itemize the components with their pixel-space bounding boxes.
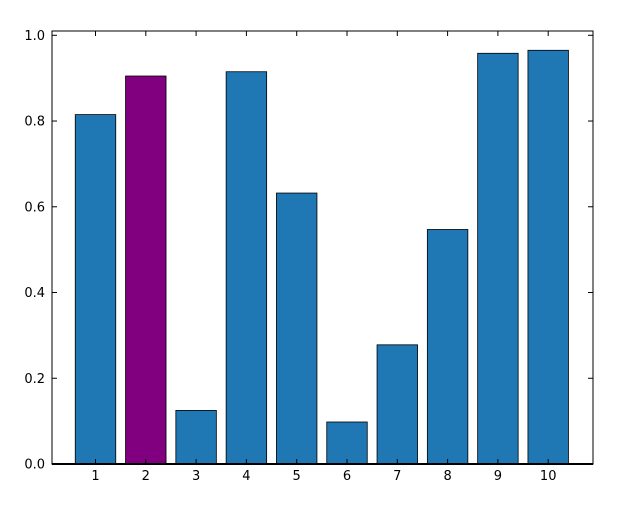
x-tick-label-6: 6 <box>343 469 351 484</box>
bar-10 <box>527 49 569 465</box>
y-tick-label-0.0: 0.0 <box>24 458 45 473</box>
bar-3 <box>175 410 217 465</box>
y-tick-label-0.8: 0.8 <box>24 115 45 130</box>
x-tick-label-4: 4 <box>242 469 250 484</box>
bars-group <box>74 49 569 465</box>
y-tick-label-1.0: 1.0 <box>24 29 45 44</box>
y-tick-label-0.6: 0.6 <box>24 200 45 215</box>
bar-4 <box>225 71 268 465</box>
bar-2 <box>125 75 167 465</box>
bar-6 <box>326 421 368 465</box>
x-tick-label-8: 8 <box>443 469 451 484</box>
x-tick-label-9: 9 <box>494 469 502 484</box>
y-tick-label-0.4: 0.4 <box>24 286 45 301</box>
x-tick-label-1: 1 <box>91 469 99 484</box>
x-tick-label-7: 7 <box>393 469 401 484</box>
x-tick-label-5: 5 <box>293 469 301 484</box>
bar-9 <box>477 52 519 465</box>
x-tick-label-2: 2 <box>142 469 150 484</box>
x-tick-label-3: 3 <box>192 469 200 484</box>
x-tick-label-10: 10 <box>540 469 557 484</box>
bar-5 <box>276 192 318 465</box>
y-axis-ticks: 0.0 0.2 0.4 0.6 0.8 1.0 <box>24 29 593 473</box>
bar-8 <box>426 229 469 465</box>
bar-7 <box>376 344 418 465</box>
bar-1 <box>74 114 117 465</box>
y-tick-label-0.2: 0.2 <box>24 372 45 387</box>
